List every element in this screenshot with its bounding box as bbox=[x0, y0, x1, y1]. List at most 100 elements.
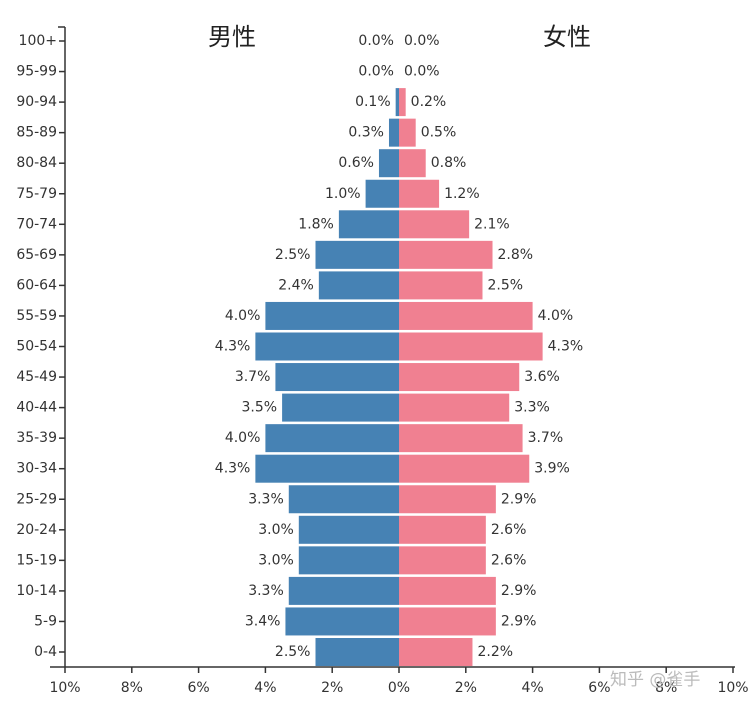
x-tick-label: 6% bbox=[588, 680, 610, 696]
value-label: 4.0% bbox=[538, 308, 574, 324]
value-label: 3.9% bbox=[534, 461, 570, 477]
x-tick-label: 0% bbox=[388, 680, 410, 696]
value-label: 0.8% bbox=[431, 155, 467, 171]
value-label: 2.9% bbox=[501, 613, 537, 629]
x-tick-label: 8% bbox=[121, 680, 143, 696]
y-tick-label: 15-19 bbox=[16, 552, 57, 568]
x-tick-label: 10% bbox=[49, 680, 80, 696]
x-tick-label: 4% bbox=[521, 680, 543, 696]
value-label: 3.7% bbox=[528, 430, 564, 446]
value-label: 1.8% bbox=[298, 216, 334, 232]
female-bar bbox=[399, 515, 486, 544]
y-tick-label: 10-14 bbox=[16, 583, 57, 599]
male-bar bbox=[315, 240, 399, 269]
value-label: 2.9% bbox=[501, 491, 537, 507]
female-bar bbox=[399, 149, 426, 178]
male-bar bbox=[288, 485, 399, 514]
value-label: 0.0% bbox=[358, 33, 394, 49]
x-tick-label: 6% bbox=[187, 680, 209, 696]
value-label: 0.1% bbox=[355, 94, 391, 110]
value-label: 1.2% bbox=[444, 186, 480, 202]
y-tick-label: 65-69 bbox=[16, 247, 57, 263]
value-label: 4.0% bbox=[225, 308, 261, 324]
female-bar bbox=[399, 332, 543, 361]
value-label: 2.6% bbox=[491, 522, 527, 538]
y-tick-label: 90-94 bbox=[16, 94, 57, 110]
value-label: 0.0% bbox=[404, 33, 440, 49]
value-label: 0.0% bbox=[404, 64, 440, 80]
value-label: 2.1% bbox=[474, 216, 510, 232]
y-tick-label: 35-39 bbox=[16, 430, 57, 446]
male-bar bbox=[298, 515, 399, 544]
y-tick-label: 80-84 bbox=[16, 155, 57, 171]
y-tick-label: 45-49 bbox=[16, 369, 57, 385]
value-label: 0.0% bbox=[358, 64, 394, 80]
value-label: 2.9% bbox=[501, 583, 537, 599]
female-bar bbox=[399, 118, 416, 147]
y-tick-label: 95-99 bbox=[16, 64, 57, 80]
value-label: 2.8% bbox=[498, 247, 534, 263]
male-bar bbox=[285, 607, 399, 636]
y-tick-label: 0-4 bbox=[34, 644, 57, 660]
y-tick-label: 30-34 bbox=[16, 461, 57, 477]
x-tick-label: 2% bbox=[321, 680, 343, 696]
value-label: 2.6% bbox=[491, 552, 527, 568]
male-bar bbox=[395, 88, 399, 117]
value-label: 0.6% bbox=[338, 155, 374, 171]
male-bar bbox=[318, 271, 399, 300]
female-bar bbox=[399, 546, 486, 575]
value-label: 0.3% bbox=[348, 125, 384, 141]
value-label: 0.2% bbox=[411, 94, 447, 110]
value-label: 2.2% bbox=[477, 644, 513, 660]
female-bar bbox=[399, 179, 440, 208]
female-bar bbox=[399, 88, 406, 117]
female-bar bbox=[399, 454, 530, 483]
y-tick-label: 55-59 bbox=[16, 308, 57, 324]
value-label: 2.5% bbox=[275, 644, 311, 660]
male-bar bbox=[298, 546, 399, 575]
female-bar bbox=[399, 271, 483, 300]
male-bar bbox=[338, 210, 399, 239]
value-label: 4.3% bbox=[215, 339, 251, 355]
y-tick-label: 40-44 bbox=[16, 400, 57, 416]
value-label: 4.0% bbox=[225, 430, 261, 446]
female-bar bbox=[399, 393, 510, 422]
male-bar bbox=[265, 424, 399, 453]
male-bar bbox=[315, 638, 399, 666]
value-label: 3.3% bbox=[248, 583, 284, 599]
female-bar bbox=[399, 240, 493, 269]
female-bar bbox=[399, 638, 473, 666]
female-bar bbox=[399, 485, 496, 514]
value-label: 4.3% bbox=[548, 339, 584, 355]
y-tick-label: 60-64 bbox=[16, 277, 57, 293]
left-title: 男性 bbox=[208, 23, 256, 51]
female-bar bbox=[399, 210, 470, 239]
value-label: 2.4% bbox=[278, 277, 314, 293]
right-title: 女性 bbox=[543, 23, 591, 51]
y-tick-label: 100+ bbox=[19, 33, 57, 49]
y-tick-label: 20-24 bbox=[16, 522, 57, 538]
value-label: 2.5% bbox=[488, 277, 524, 293]
male-bar bbox=[275, 363, 399, 392]
x-tick-label: 8% bbox=[655, 680, 677, 696]
female-bar bbox=[399, 363, 520, 392]
x-tick-label: 2% bbox=[455, 680, 477, 696]
female-bar bbox=[399, 301, 533, 330]
female-bar bbox=[399, 576, 496, 605]
value-label: 4.3% bbox=[215, 461, 251, 477]
male-bar bbox=[255, 332, 399, 361]
value-label: 3.0% bbox=[258, 552, 294, 568]
x-tick-label: 10% bbox=[717, 680, 748, 696]
y-tick-label: 25-29 bbox=[16, 491, 57, 507]
female-bar bbox=[399, 607, 496, 636]
male-bar bbox=[265, 301, 399, 330]
male-bar bbox=[388, 118, 399, 147]
y-tick-label: 50-54 bbox=[16, 339, 57, 355]
value-label: 1.0% bbox=[325, 186, 361, 202]
value-label: 3.5% bbox=[242, 400, 278, 416]
male-bar bbox=[282, 393, 399, 422]
value-label: 3.3% bbox=[248, 491, 284, 507]
male-bar bbox=[365, 179, 399, 208]
